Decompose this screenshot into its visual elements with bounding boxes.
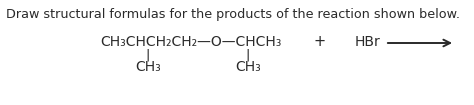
Text: CH₃: CH₃ (235, 60, 261, 74)
Text: +: + (314, 35, 326, 49)
Text: Draw structural formulas for the products of the reaction shown below.: Draw structural formulas for the product… (6, 8, 460, 21)
Text: |: | (146, 49, 150, 62)
Text: |: | (246, 49, 250, 62)
Text: HBr: HBr (355, 35, 381, 49)
Text: CH₃CHCH₂CH₂—O—CHCH₃: CH₃CHCH₂CH₂—O—CHCH₃ (100, 35, 282, 49)
Text: CH₃: CH₃ (135, 60, 161, 74)
